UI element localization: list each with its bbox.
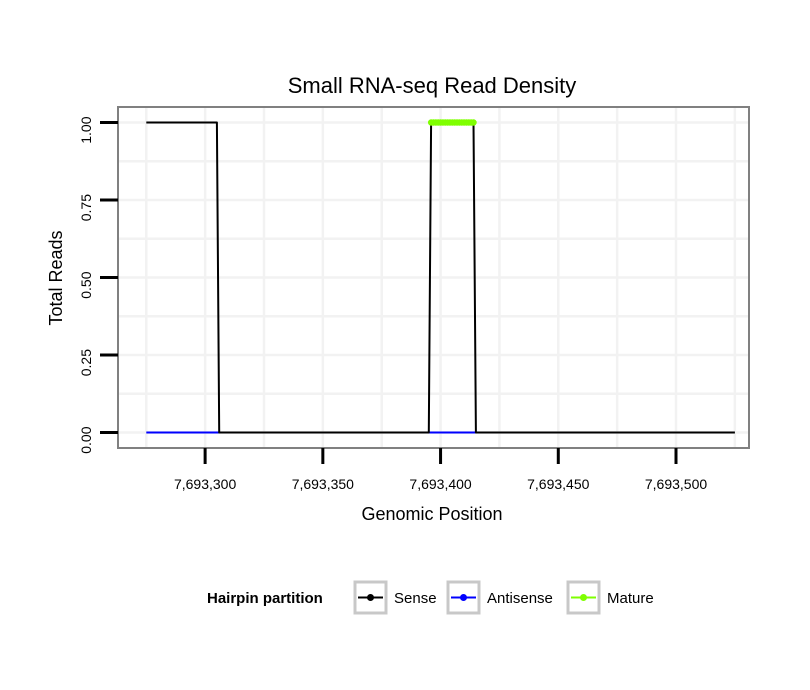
y-tick-label: 0.75 (78, 194, 94, 221)
legend-label: Antisense (487, 590, 553, 607)
grid (118, 107, 749, 448)
chart-title: Small RNA-seq Read Density (288, 73, 577, 98)
x-tick-label: 7,693,450 (527, 476, 589, 492)
legend-title: Hairpin partition (207, 590, 323, 607)
series-layer (146, 119, 735, 434)
y-tick-label: 0.00 (78, 426, 94, 453)
legend-label: Mature (607, 590, 654, 607)
x-tick-label: 7,693,350 (292, 476, 354, 492)
mature-point (470, 119, 477, 126)
legend-key-point (580, 594, 587, 601)
x-tick-label: 7,693,400 (409, 476, 471, 492)
x-tick-label: 7,693,500 (645, 476, 707, 492)
legend-key-point (460, 594, 467, 601)
x-axis-label: Genomic Position (361, 504, 502, 524)
legend-key-point (367, 594, 374, 601)
y-tick-label: 1.00 (78, 116, 94, 143)
y-axis: 0.00 0.25 0.50 0.75 1.00 (78, 116, 118, 454)
series-line-sense (146, 121, 735, 434)
y-tick-label: 0.25 (78, 349, 94, 376)
x-axis: 7,693,300 7,693,350 7,693,400 7,693,450 7,69… (174, 448, 707, 492)
y-tick-label: 0.50 (78, 271, 94, 298)
legend-label: Sense (394, 590, 437, 607)
x-tick-label: 7,693,300 (174, 476, 236, 492)
y-axis-label: Total Reads (46, 230, 66, 325)
legend: Hairpin partition Sense Antisense Mature (207, 580, 654, 615)
